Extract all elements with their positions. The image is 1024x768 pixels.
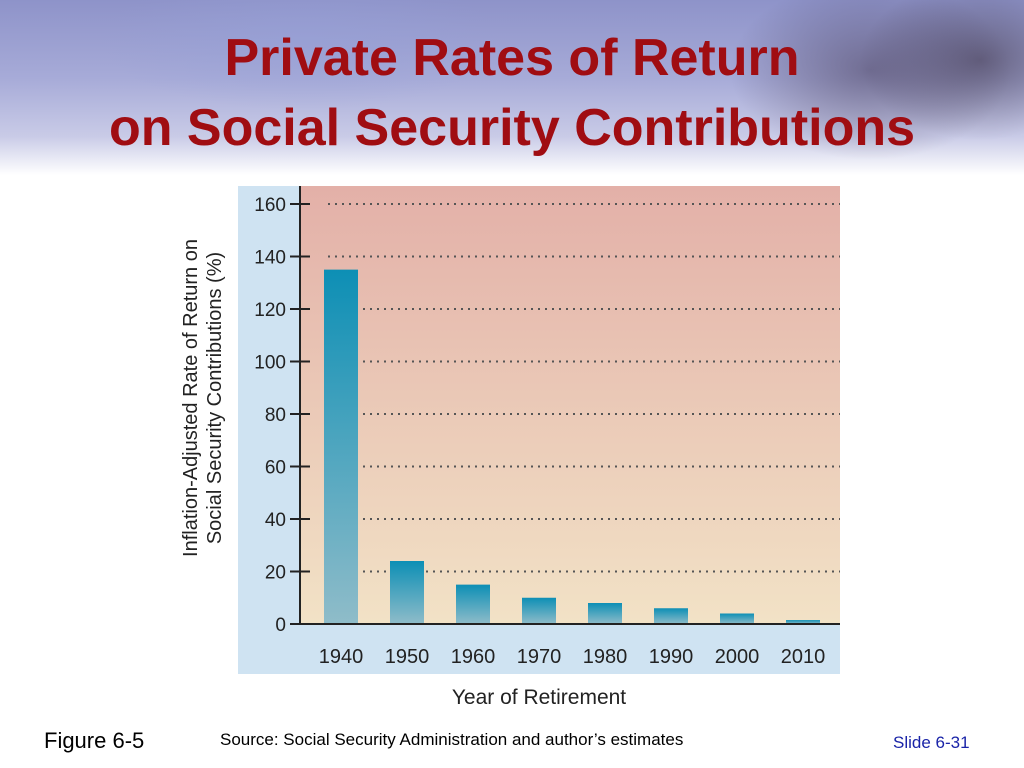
slide-title-line2: on Social Security Contributions bbox=[108, 99, 916, 157]
title-banner bbox=[0, 0, 1024, 175]
x-tick-label: 1940 bbox=[319, 646, 364, 668]
y-tick-label: 40 bbox=[265, 510, 286, 531]
y-axis-label: Inflation-Adjusted Rate of Return on Soc… bbox=[175, 208, 231, 588]
x-tick-label: 1960 bbox=[451, 646, 496, 668]
y-tick-label: 20 bbox=[265, 563, 286, 584]
y-tick-label: 100 bbox=[254, 353, 286, 374]
y-tick-label: 140 bbox=[254, 248, 286, 269]
bar-2000 bbox=[720, 613, 754, 624]
x-tick-label: 1980 bbox=[583, 646, 628, 668]
bar-1940 bbox=[324, 269, 358, 624]
plot-area bbox=[300, 186, 840, 624]
x-tick-label: 1950 bbox=[385, 646, 430, 668]
x-tick-label: 1990 bbox=[649, 646, 694, 668]
y-tick-label: 160 bbox=[254, 195, 286, 216]
chart-frame: 0 20 40 60 80 100 120 140 160 1940 1950 1960 1970 198… bbox=[238, 186, 840, 674]
y-tick-label: 120 bbox=[254, 300, 286, 321]
y-axis-label-line1: Inflation-Adjusted Rate of Return on bbox=[180, 239, 202, 557]
bar-2010 bbox=[786, 620, 820, 624]
x-axis-label: Year of Retirement bbox=[451, 686, 627, 709]
bar-1970 bbox=[522, 597, 556, 624]
y-axis-label-line2: Social Security Contributions (%) bbox=[204, 251, 226, 545]
bar-chart: 0 20 40 60 80 100 120 140 160 1940 1950 1960 1970 198… bbox=[254, 186, 840, 668]
slide-number: Slide 6-31 bbox=[893, 733, 970, 752]
y-tick-label: 60 bbox=[265, 458, 286, 479]
y-tick-label: 0 bbox=[275, 615, 286, 636]
source-note: Source: Social Security Administration a… bbox=[220, 730, 684, 749]
figure-label: Figure 6-5 bbox=[44, 728, 145, 753]
x-tick-label: 1970 bbox=[517, 646, 562, 668]
x-tick-label: 2010 bbox=[781, 646, 826, 668]
bar-1980 bbox=[588, 603, 622, 624]
bar-1990 bbox=[654, 608, 688, 624]
y-tick-label: 80 bbox=[265, 405, 286, 426]
slide-title-line1: Private Rates of Return bbox=[224, 29, 800, 87]
bar-1960 bbox=[456, 584, 490, 624]
x-tick-label: 2000 bbox=[715, 646, 760, 668]
bar-1950 bbox=[390, 561, 424, 624]
